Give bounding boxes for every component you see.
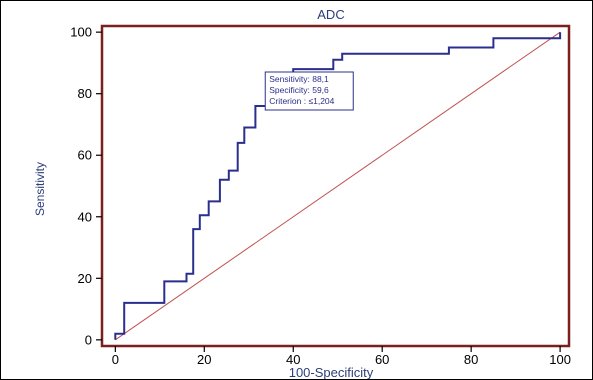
x-axis-label: 100-Specificity xyxy=(289,365,374,379)
y-tick-label: 100 xyxy=(70,25,92,40)
x-tick-label: 80 xyxy=(464,352,478,367)
x-tick-label: 20 xyxy=(197,352,211,367)
y-tick-label: 0 xyxy=(85,332,92,347)
annotation-line: Sensitivity: 88,1 xyxy=(269,74,329,84)
reference-diagonal-line xyxy=(115,31,561,341)
y-axis-label: Sensitivity xyxy=(33,162,47,216)
plot-area xyxy=(100,24,571,348)
y-tick-label: 60 xyxy=(78,148,92,163)
y-tick-label: 80 xyxy=(78,86,92,101)
x-axis-ticks: 0 20 40 60 80 100 xyxy=(112,346,571,367)
annotation-line: Specificity: 59,6 xyxy=(269,85,329,95)
x-tick-label: 100 xyxy=(549,352,571,367)
chart-title: ADC xyxy=(317,7,344,22)
roc-curve xyxy=(114,32,562,340)
x-tick-label: 0 xyxy=(112,352,119,367)
annotation-box xyxy=(264,71,354,111)
x-tick-label: 40 xyxy=(286,352,300,367)
y-tick-label: 40 xyxy=(78,209,92,224)
y-axis-ticks: 0 20 40 60 80 100 xyxy=(70,25,102,347)
y-tick-label: 20 xyxy=(78,271,92,286)
annotation-line: Criterion : ≤1,204 xyxy=(269,96,334,106)
x-tick-label: 60 xyxy=(375,352,389,367)
